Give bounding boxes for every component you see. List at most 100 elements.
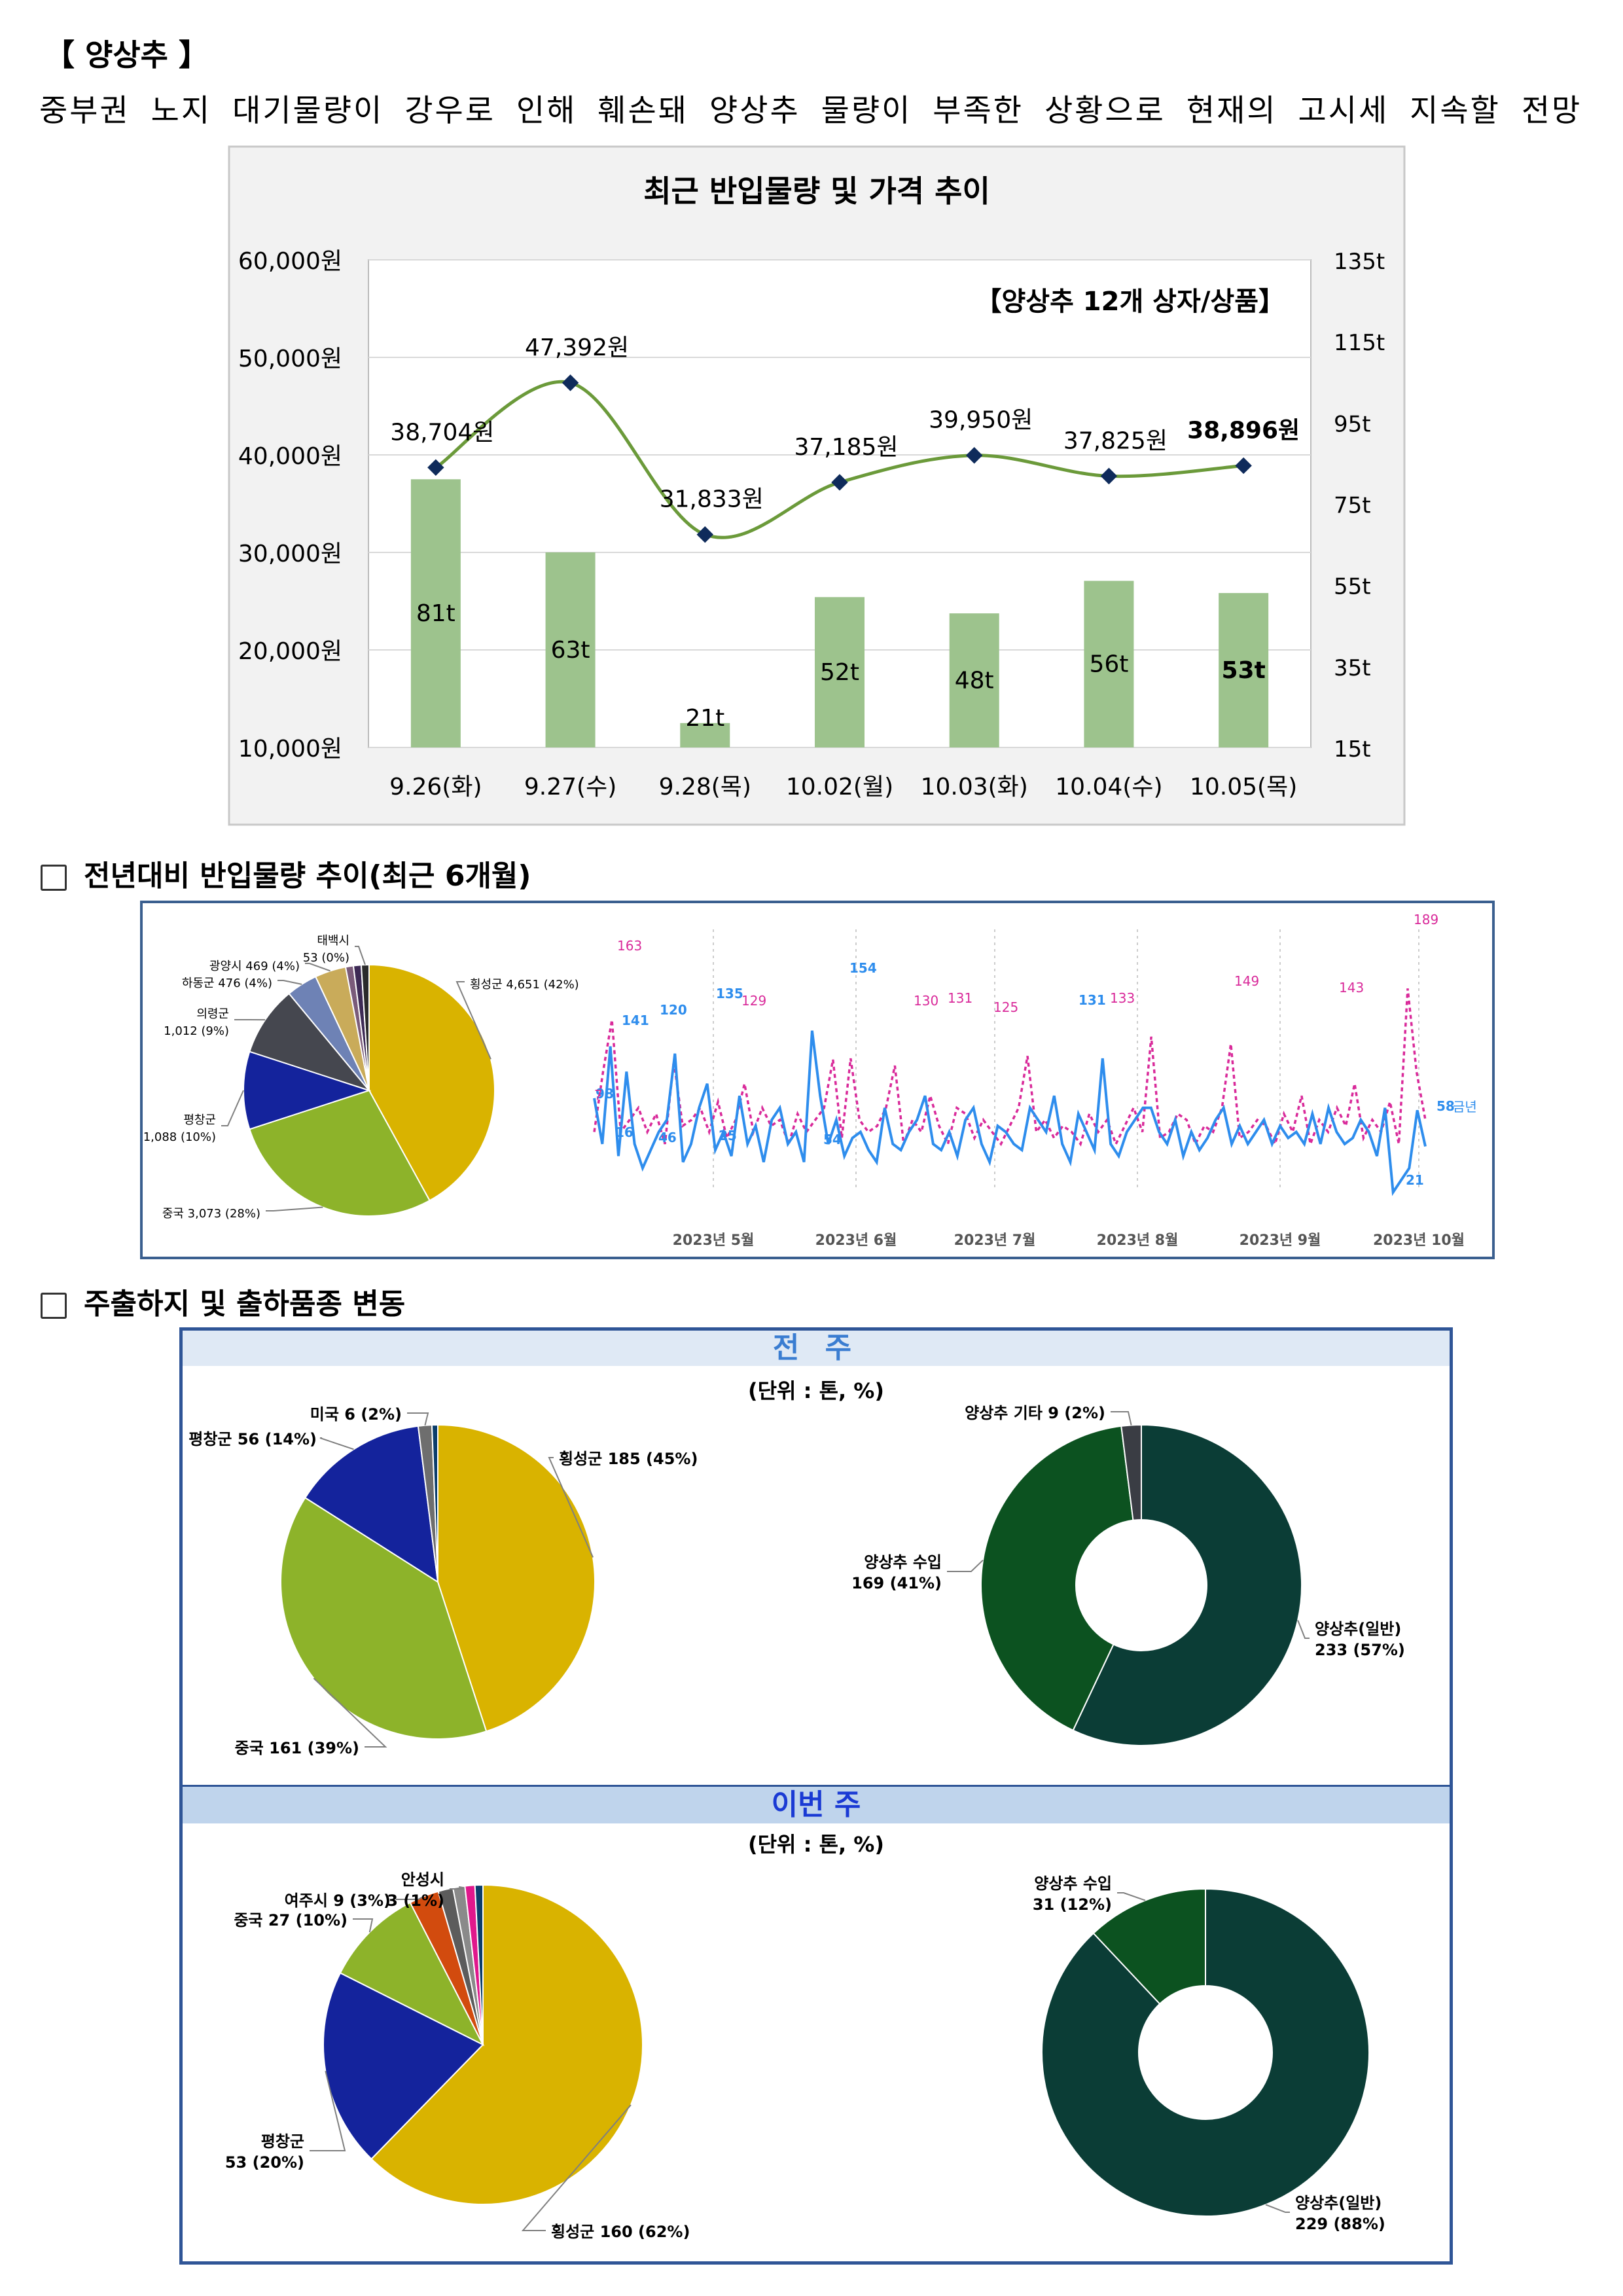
month-tick-label: 2023년 7월 <box>954 1232 1036 1249</box>
leader-line <box>396 1895 425 1900</box>
pie-slice <box>1041 1888 1370 2217</box>
this-year-label: 135 <box>716 986 743 1001</box>
leader-line <box>455 981 491 1060</box>
leader-line <box>1117 1892 1146 1901</box>
month-tick-label: 2023년 9월 <box>1240 1232 1321 1249</box>
slice-label: 의령군 <box>196 1007 229 1021</box>
volume-bar <box>1219 593 1269 747</box>
pie-slice <box>370 1884 643 2205</box>
section-title-origin: 주출하지 및 출하품종 변동 <box>41 1280 405 1322</box>
pie-slice <box>1072 1424 1302 1746</box>
axis-labels: 60,000원 50,000원 40,000원 30,000원 20,000원 10,00… <box>238 248 1385 800</box>
slice-label: 평창군 56 (14%) <box>188 1430 317 1448</box>
summary-text: 중부권 노지 대기물량이 강우로 인해 훼손돼 양상추 물량이 부족한 상황으로… <box>39 93 1582 129</box>
last-year-label: 149 <box>1234 973 1259 989</box>
last-week-origin-pie: 횡성군 185 (45%) 중국 161 (39%) 평창군 56 (14%) 미국 … <box>188 1405 698 1757</box>
section-title-yearly: 전년대비 반입물량 추이(최근 6개월) <box>41 852 531 894</box>
slice-label: 하동군 476 (4%) <box>182 977 272 990</box>
volume-bar <box>680 723 730 747</box>
this-week-header: 이번 주 <box>183 1785 1450 1823</box>
this-week-unit: (단위 : 톤, %) <box>747 1832 884 1857</box>
volume-label: 53t <box>1221 657 1265 684</box>
right-tick-label: 115t <box>1334 330 1385 356</box>
volume-label: 56t <box>1089 651 1128 678</box>
slice-label: 횡성군 160 (62%) <box>551 2223 690 2241</box>
volume-label: 48t <box>955 668 994 694</box>
yearly-panel <box>140 901 1495 1259</box>
price-line-series: 38,704원 47,392원 31,833원 37,185원 39,950원 37,82… <box>390 334 1300 543</box>
last-year-label: 131 <box>948 990 972 1006</box>
category-label: 9.27(수) <box>524 774 616 800</box>
last-week-charts: 횡성군 185 (45%) 중국 161 (39%) 평창군 56 (14%) 미국 … <box>188 1404 1405 1757</box>
pie-slice <box>1120 1424 1142 1521</box>
leader-line <box>319 1437 354 1450</box>
last-year-label: 143 <box>1339 980 1364 996</box>
category-label: 10.02(월) <box>786 774 893 800</box>
this-year-label: 58 <box>1436 1098 1455 1114</box>
slice-label: 횡성군 185 (45%) <box>559 1450 698 1468</box>
price-label: 47,392원 <box>525 334 629 361</box>
chart-title: 최근 반입물량 및 가격 추이 <box>643 173 990 209</box>
right-tick-label: 15t <box>1334 736 1371 762</box>
slice-label: 광양시 469 (4%) <box>209 960 300 973</box>
slice-label: 횡성군 4,651 (42%) <box>470 978 579 992</box>
slice-label: 3 (1%) <box>387 1892 444 1910</box>
slice-label: 평창군 <box>183 1113 216 1127</box>
leader-line <box>407 1412 429 1426</box>
this-year-label: 131 <box>1079 992 1106 1008</box>
this-year-label: 25 <box>719 1128 737 1143</box>
slice-label: 여주시 9 (3%) <box>285 1892 391 1910</box>
leader-line <box>1111 1411 1132 1426</box>
slice-label: 양상추(일반) <box>1295 2194 1382 2212</box>
pie-slice <box>243 1050 372 1130</box>
this-year-label: 141 <box>622 1013 649 1028</box>
yearly-charts: 횡성군 4,651 (42%) 중국 3,073 (28%) 평창군 1,088 (1… <box>143 912 1477 1249</box>
leader-line <box>521 2104 632 2231</box>
price-label: 37,185원 <box>794 434 898 461</box>
left-tick-label: 20,000원 <box>238 638 342 665</box>
right-tick-label: 75t <box>1334 493 1371 519</box>
origin-share-pie: 횡성군 4,651 (42%) 중국 3,073 (28%) 평창군 1,088 (1… <box>143 934 579 1221</box>
this-week-variety-donut: 양상추(일반) 229 (88%) 양상추 수입 31 (12%) <box>1033 1874 1385 2233</box>
pie-slice <box>323 1972 484 2160</box>
this-year-label: 154 <box>849 960 877 976</box>
pie-slice <box>249 992 371 1092</box>
left-tick-label: 50,000원 <box>238 346 342 372</box>
volume-bar <box>949 613 999 747</box>
last-week-unit: (단위 : 톤, %) <box>747 1378 884 1403</box>
slice-label: 31 (12%) <box>1033 1895 1112 1914</box>
this-week-charts: 횡성군 160 (62%) 평창군 53 (20%) 중국 27 (10%)여주시 9… <box>225 1871 1385 2241</box>
yearly-line-chart: 2023년 5월 2023년 6월 2023년 7월 2023년 8월 2023년 9월… <box>593 912 1477 1249</box>
slice-label: 중국 3,073 (28%) <box>162 1207 260 1221</box>
slice-label: 평창군 <box>261 2132 304 2151</box>
this-year-label: 98 <box>596 1086 614 1102</box>
unit-annotation: 【양상추 12개 상자/상품】 <box>975 287 1285 317</box>
pie-slice <box>304 1425 439 1583</box>
volume-label: 81t <box>416 600 455 627</box>
left-tick-label: 60,000원 <box>238 248 342 275</box>
pie-slice <box>474 1884 484 2045</box>
slice-label: 1,088 (10%) <box>143 1130 216 1144</box>
last-year-label: 125 <box>993 999 1018 1015</box>
leader-line <box>310 2071 346 2151</box>
slice-label: 양상추(일반) <box>1315 1620 1401 1638</box>
this-year-line <box>593 1030 1427 1196</box>
category-label: 10.03(화) <box>921 774 1028 800</box>
this-year-label: 46 <box>658 1130 677 1145</box>
this-year-label: 16 <box>615 1124 633 1140</box>
pie-slice <box>431 1424 438 1583</box>
month-tick-label: 2023년 8월 <box>1097 1232 1179 1249</box>
slice-label: 169 (41%) <box>851 1574 942 1592</box>
right-tick-label: 135t <box>1334 249 1385 275</box>
leader-line <box>947 1559 984 1572</box>
pie-slice <box>980 1425 1134 1732</box>
left-tick-label: 30,000원 <box>238 541 342 567</box>
this-year-label: 21 <box>1406 1172 1424 1188</box>
volume-bar <box>545 552 596 747</box>
pie-slice <box>368 963 495 1202</box>
checkbox-icon <box>41 865 67 891</box>
category-label: 10.04(수) <box>1055 774 1162 800</box>
last-year-label: 189 <box>1414 912 1438 927</box>
slice-label: 태백시 <box>317 934 349 948</box>
price-volume-chart: 최근 반입물량 및 가격 추이 81t 63t 21t 52t 48t 56t 53t 38… <box>228 145 1406 826</box>
